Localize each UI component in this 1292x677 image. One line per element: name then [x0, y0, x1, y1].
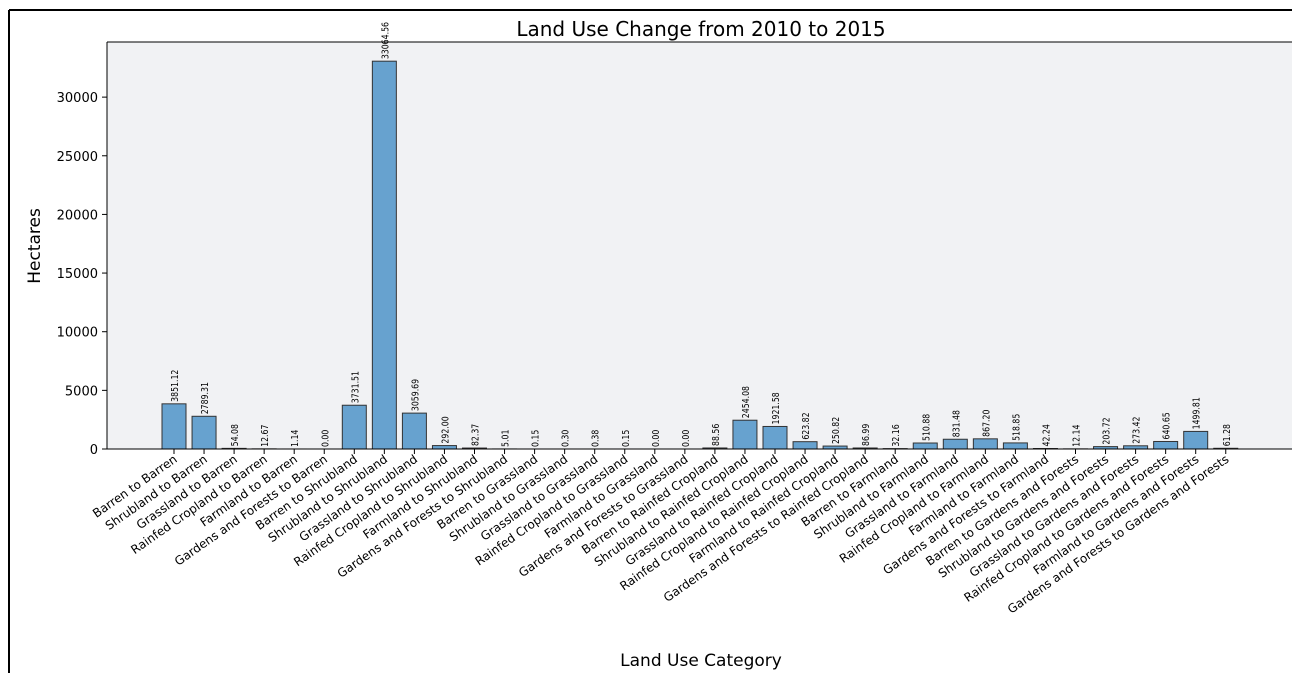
y-tick-label: 5000	[65, 384, 98, 399]
y-axis-label: Hectares	[25, 208, 45, 284]
bar-value-label: 54.08	[230, 424, 241, 447]
plot-area	[107, 42, 1292, 449]
bar-value-label: 1.14	[290, 429, 301, 447]
y-tick-label: 10000	[57, 326, 98, 341]
bar-value-label: 86.99	[861, 423, 872, 446]
bar-value-label: 42.24	[1042, 424, 1053, 447]
bar-value-label: 12.14	[1072, 424, 1083, 447]
bar-value-label: 292.00	[441, 416, 452, 444]
bar	[733, 420, 757, 449]
bar-value-label: 88.56	[711, 423, 722, 446]
bar-value-label: 32.16	[891, 424, 902, 447]
bar	[162, 404, 186, 449]
bar	[973, 439, 997, 449]
bar-value-label: 203.72	[1102, 417, 1113, 444]
bar-value-label: 3059.69	[411, 379, 422, 411]
bar-value-label: 0.15	[531, 430, 542, 447]
bar	[913, 443, 937, 449]
bar-value-label: 0.30	[561, 429, 572, 447]
y-tick-label: 25000	[57, 150, 98, 165]
bar-value-label: 2454.08	[741, 386, 752, 418]
bar-value-label: 518.85	[1012, 414, 1023, 441]
bar-value-label: 82.37	[471, 424, 482, 446]
bar-value-label: 2789.31	[200, 382, 211, 414]
bar	[943, 439, 967, 449]
x-axis-label: Land Use Category	[620, 651, 782, 671]
y-tick-label: 30000	[57, 91, 98, 106]
bar-value-label: 1499.81	[1192, 397, 1203, 429]
bar	[402, 413, 426, 449]
chart-title: Land Use Change from 2010 to 2015	[516, 17, 885, 41]
bar-value-label: 0.00	[681, 429, 692, 447]
y-tick-label: 15000	[57, 267, 98, 282]
bar-value-label: 0.00	[651, 429, 662, 447]
bar-value-label: 0.15	[621, 430, 632, 447]
bar-value-label: 0.00	[320, 429, 331, 447]
bar-value-label: 61.28	[1222, 424, 1233, 447]
bar-value-label: 3851.12	[170, 370, 181, 402]
bar	[1003, 443, 1027, 449]
bar-value-label: 1921.58	[771, 392, 782, 424]
bar-value-label: 640.65	[1162, 412, 1173, 439]
bar	[1184, 431, 1208, 449]
bar-value-label: 273.42	[1132, 417, 1143, 444]
bar-value-label: 250.82	[831, 417, 842, 444]
y-tick-label: 0	[90, 443, 98, 458]
bar-value-label: 831.48	[951, 410, 962, 438]
bar-value-label: 510.88	[921, 413, 932, 441]
bar-value-label: 623.82	[801, 412, 812, 439]
bar	[763, 426, 787, 449]
bar	[342, 405, 366, 449]
bar	[372, 61, 396, 449]
bar-value-label: 5.01	[501, 430, 512, 447]
bar	[793, 442, 817, 449]
bar	[432, 446, 456, 449]
y-tick-label: 20000	[57, 208, 98, 223]
bar-value-label: 3731.51	[350, 371, 361, 403]
bar	[1154, 441, 1178, 449]
bar	[192, 416, 216, 449]
bar-value-label: 12.67	[260, 425, 271, 447]
bar-value-label: 867.20	[982, 409, 993, 437]
bar-value-label: 0.38	[591, 429, 602, 447]
bar-value-label: 33064.56	[381, 22, 392, 59]
